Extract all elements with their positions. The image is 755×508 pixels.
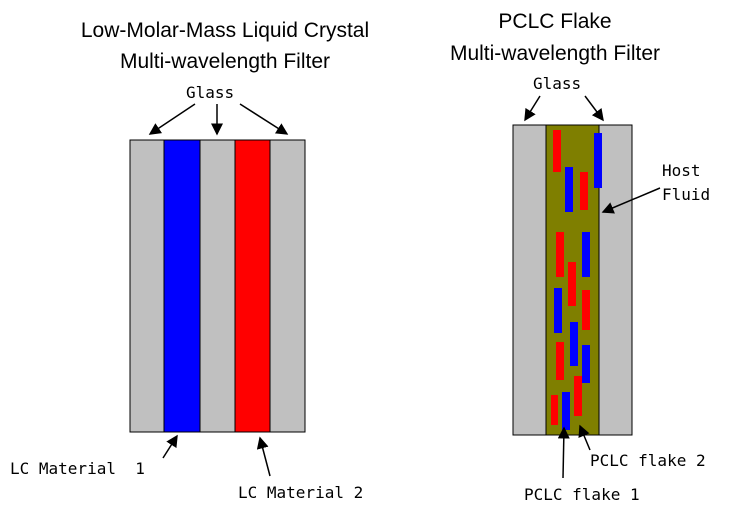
host-fluid-label: Fluid bbox=[662, 185, 710, 204]
arrow bbox=[256, 436, 271, 477]
right-filter bbox=[512, 124, 633, 436]
left-title: Low-Molar-Mass Liquid Crystal bbox=[81, 19, 369, 42]
arrow bbox=[601, 187, 661, 214]
left-title: Multi-wavelength Filter bbox=[120, 50, 330, 73]
glass-label: Glass bbox=[186, 83, 234, 102]
arrow bbox=[557, 426, 570, 479]
arrow bbox=[524, 95, 541, 122]
right-title: Multi-wavelength Filter bbox=[450, 42, 660, 65]
arrow bbox=[584, 95, 604, 122]
glass-label: Glass bbox=[533, 74, 581, 93]
material-label: LC Material 1 bbox=[10, 459, 145, 478]
flakes bbox=[551, 130, 602, 430]
right-title: PCLC Flake bbox=[498, 10, 611, 33]
flake-label: PCLC flake 1 bbox=[524, 485, 640, 504]
left-filter bbox=[129, 139, 306, 433]
host-fluid-label: Host bbox=[662, 161, 701, 180]
arrow bbox=[162, 434, 178, 459]
material-label: LC Material 2 bbox=[238, 483, 363, 502]
arrows bbox=[148, 103, 289, 136]
flake-label: PCLC flake 2 bbox=[590, 451, 706, 470]
arrow bbox=[578, 424, 591, 451]
